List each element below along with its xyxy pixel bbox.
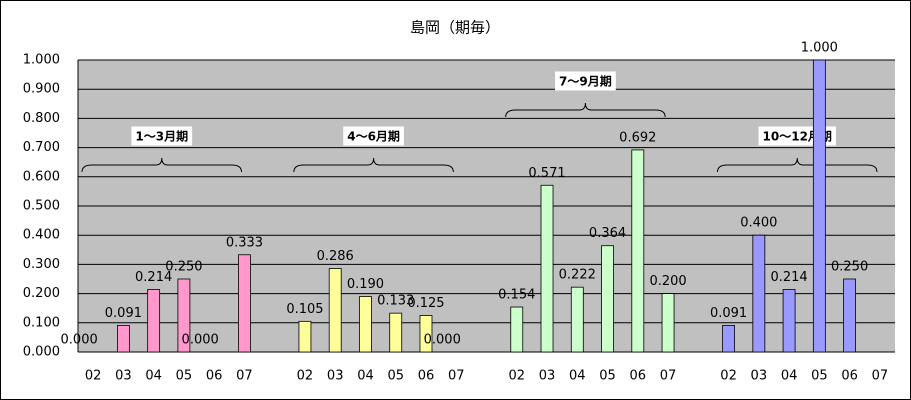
y-tick-label: 0.100 bbox=[23, 315, 60, 330]
x-tick-label: 07 bbox=[236, 369, 253, 384]
group-brace bbox=[293, 157, 454, 173]
bar bbox=[298, 320, 312, 353]
value-label: 0.091 bbox=[105, 306, 142, 321]
value-label: 0.400 bbox=[740, 216, 777, 231]
bar bbox=[328, 268, 342, 353]
bar bbox=[752, 234, 766, 353]
bar bbox=[389, 312, 403, 353]
x-tick-label: 03 bbox=[115, 369, 132, 384]
group-label: 4～6月期 bbox=[347, 129, 400, 144]
value-label: 0.214 bbox=[135, 270, 172, 285]
y-tick-label: 0.500 bbox=[23, 199, 60, 214]
value-label: 0.133 bbox=[377, 294, 414, 309]
x-tick-label: 07 bbox=[448, 369, 465, 384]
value-label: 0.286 bbox=[317, 249, 354, 264]
value-label: 0.692 bbox=[619, 130, 656, 145]
value-label: 0.200 bbox=[649, 274, 686, 289]
bar bbox=[116, 325, 130, 353]
x-tick-label: 05 bbox=[599, 369, 616, 384]
value-label: 0.000 bbox=[61, 333, 98, 348]
x-tick-label: 07 bbox=[872, 369, 889, 384]
bar bbox=[238, 254, 251, 353]
group-label: 1～3月期 bbox=[135, 129, 188, 144]
value-label: 0.222 bbox=[559, 268, 596, 283]
bar bbox=[359, 296, 372, 353]
bar bbox=[177, 278, 191, 353]
value-label: 0.214 bbox=[770, 270, 807, 285]
value-label: 0.105 bbox=[286, 302, 323, 317]
bar bbox=[419, 315, 433, 353]
y-tick-label: 0.200 bbox=[23, 286, 60, 301]
x-tick-label: 06 bbox=[630, 369, 647, 384]
x-tick-label: 05 bbox=[176, 369, 193, 384]
y-tick-label: 0.600 bbox=[23, 169, 60, 184]
group-brace bbox=[81, 157, 243, 173]
x-tick-label: 07 bbox=[660, 369, 677, 384]
chart-title: 島岡（期毎） bbox=[410, 19, 500, 37]
bar bbox=[812, 59, 826, 353]
value-label: 0.154 bbox=[498, 288, 535, 303]
group-brace bbox=[716, 157, 878, 173]
x-tick-label: 02 bbox=[508, 369, 525, 384]
x-tick-label: 02 bbox=[720, 369, 737, 384]
group-label-bg bbox=[343, 126, 404, 146]
bar bbox=[782, 289, 796, 353]
y-tick-label: 0.300 bbox=[23, 257, 60, 272]
x-tick-label: 04 bbox=[781, 369, 798, 384]
value-label: 0.250 bbox=[831, 260, 868, 275]
y-tick-label: 0.400 bbox=[23, 228, 60, 243]
bar bbox=[147, 289, 161, 353]
value-label: 0.091 bbox=[710, 306, 747, 321]
x-tick-label: 06 bbox=[418, 369, 435, 384]
value-label: 0.250 bbox=[165, 260, 202, 275]
x-tick-label: 05 bbox=[387, 369, 404, 384]
bar bbox=[601, 245, 614, 353]
x-tick-label: 04 bbox=[145, 369, 162, 384]
y-tick-label: 0.800 bbox=[23, 111, 60, 126]
value-label: 1.000 bbox=[801, 41, 838, 56]
x-tick-label: 02 bbox=[85, 369, 102, 384]
bar bbox=[722, 325, 735, 353]
y-tick-label: 0.900 bbox=[23, 82, 60, 97]
bar bbox=[570, 286, 584, 353]
x-tick-label: 04 bbox=[357, 369, 374, 384]
x-tick-label: 06 bbox=[206, 369, 223, 384]
x-tick-label: 03 bbox=[539, 369, 556, 384]
bar bbox=[631, 149, 645, 353]
x-tick-label: 05 bbox=[811, 369, 828, 384]
x-tick-label: 02 bbox=[297, 369, 314, 384]
bar bbox=[510, 306, 524, 353]
group-label-bg bbox=[555, 71, 616, 91]
group-label: 7～9月期 bbox=[559, 74, 612, 89]
value-label: 0.333 bbox=[226, 235, 263, 250]
x-tick-label: 03 bbox=[751, 369, 768, 384]
group-label-bg bbox=[131, 126, 193, 146]
x-tick-label: 04 bbox=[569, 369, 586, 384]
bar bbox=[540, 184, 554, 353]
bar bbox=[661, 293, 675, 353]
y-tick-label: 1.000 bbox=[23, 53, 60, 68]
y-tick-label: 0.700 bbox=[23, 140, 60, 155]
y-tick-label: 0.000 bbox=[23, 345, 60, 360]
x-tick-label: 03 bbox=[327, 369, 344, 384]
value-label: 0.190 bbox=[347, 277, 384, 292]
value-label: 0.000 bbox=[182, 333, 219, 348]
value-label: 0.364 bbox=[589, 226, 626, 241]
group-brace bbox=[505, 102, 666, 118]
value-label: 0.571 bbox=[528, 166, 565, 181]
bar bbox=[843, 278, 857, 353]
value-label: 0.000 bbox=[424, 333, 461, 348]
x-tick-label: 06 bbox=[841, 369, 858, 384]
value-label: 0.125 bbox=[407, 296, 444, 311]
